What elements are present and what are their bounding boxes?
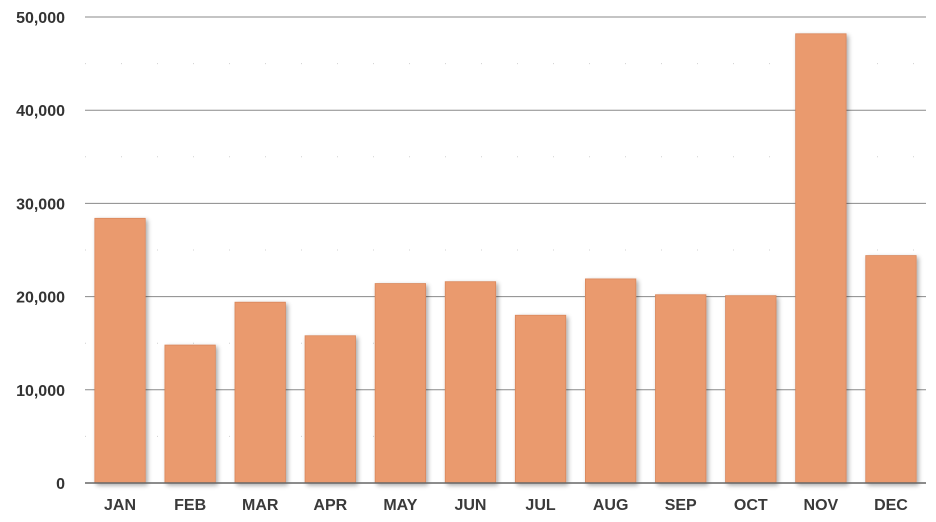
x-tick-label: JUN [454, 497, 486, 514]
x-tick-label: FEB [174, 497, 206, 514]
bar-jul [514, 314, 567, 484]
bar-aug [584, 278, 637, 484]
x-tick-label: MAY [383, 497, 417, 514]
bar-mar [234, 301, 286, 484]
x-tick-label: SEP [665, 497, 697, 514]
y-tick-label: 30,000 [16, 196, 65, 213]
x-tick-label: JUL [525, 497, 555, 514]
x-tick-label: NOV [804, 497, 839, 514]
y-tick-label: 0 [56, 476, 65, 493]
x-tick-label: DEC [874, 497, 908, 514]
bar-nov [795, 33, 847, 484]
x-tick-label: AUG [593, 497, 629, 514]
x-tick-label: APR [313, 497, 347, 514]
bars [94, 33, 917, 484]
bar-jan [94, 217, 146, 484]
x-tick-label: OCT [734, 497, 768, 514]
axes: 0 10,000 20,000 30,000 40,000 50,000 JAN FEB MAR… [16, 10, 926, 514]
gridlines [85, 16, 926, 437]
y-tick-label: 10,000 [16, 383, 65, 400]
bar-dec [865, 255, 917, 484]
bar-apr [304, 335, 356, 484]
x-tick-label: MAR [242, 497, 279, 514]
x-tick-label: JAN [104, 497, 136, 514]
bar-sep [655, 294, 707, 484]
y-tick-label: 50,000 [16, 10, 65, 27]
bar-jun [444, 281, 497, 484]
bar-oct [725, 295, 777, 484]
y-tick-label: 20,000 [16, 290, 65, 307]
y-tick-label: 40,000 [16, 103, 65, 120]
bar-may [374, 283, 427, 484]
bar-feb [164, 344, 216, 484]
